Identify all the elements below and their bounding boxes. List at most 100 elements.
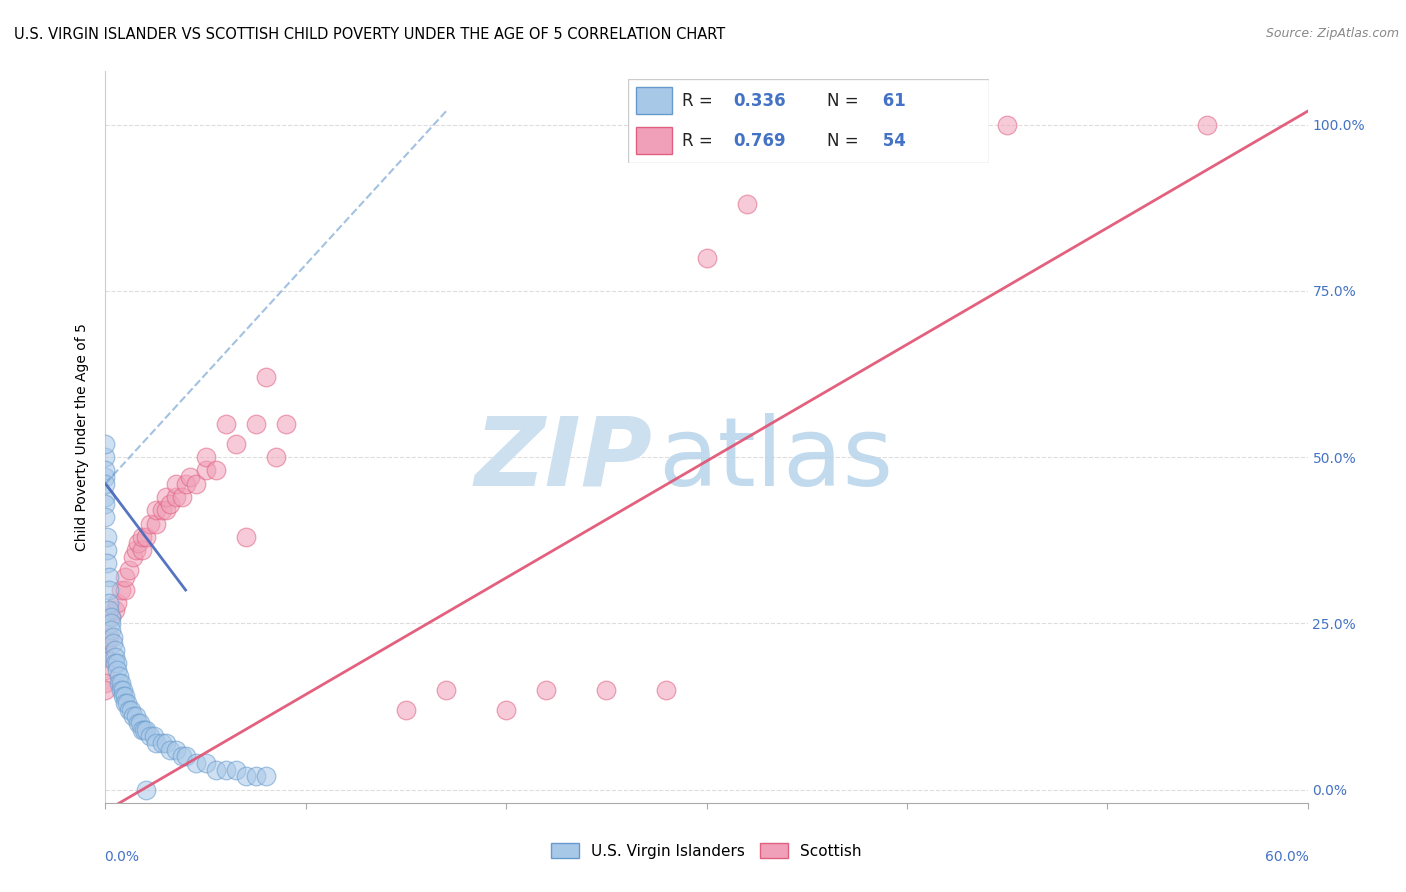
Point — [184, 756, 207, 770]
Point — [395, 703, 418, 717]
Point — [179, 470, 201, 484]
Point — [104, 656, 127, 670]
Point — [94, 450, 117, 464]
Point — [103, 630, 125, 644]
Point — [100, 609, 122, 624]
Point — [142, 729, 165, 743]
Point — [96, 557, 118, 571]
Point — [225, 763, 247, 777]
Point — [124, 709, 146, 723]
Point — [165, 490, 187, 504]
Point — [110, 682, 132, 697]
Point — [94, 682, 117, 697]
Text: 60.0%: 60.0% — [1265, 850, 1309, 864]
Text: atlas: atlas — [658, 412, 894, 506]
Point — [100, 623, 122, 637]
Point — [112, 690, 135, 704]
Point — [170, 490, 193, 504]
Point — [696, 251, 718, 265]
Point — [94, 649, 117, 664]
Point — [98, 603, 121, 617]
Point — [94, 663, 117, 677]
Point — [155, 490, 177, 504]
Point — [131, 530, 153, 544]
Point — [96, 530, 118, 544]
Point — [735, 197, 758, 211]
Point — [235, 769, 257, 783]
Point — [245, 769, 267, 783]
Point — [138, 729, 160, 743]
Point — [96, 543, 118, 558]
Point — [174, 749, 197, 764]
Point — [145, 736, 167, 750]
Point — [94, 497, 117, 511]
Point — [98, 596, 121, 610]
Point — [94, 436, 117, 450]
Point — [107, 596, 129, 610]
Point — [98, 582, 121, 597]
Point — [135, 723, 157, 737]
Point — [114, 696, 136, 710]
Point — [118, 563, 141, 577]
Point — [110, 582, 132, 597]
Point — [274, 417, 297, 431]
Point — [100, 616, 122, 631]
Point — [127, 716, 149, 731]
Point — [131, 723, 153, 737]
Point — [150, 503, 173, 517]
Point — [204, 763, 226, 777]
Point — [194, 463, 217, 477]
Point — [1197, 118, 1219, 132]
Point — [595, 682, 617, 697]
Point — [155, 503, 177, 517]
Point — [128, 716, 150, 731]
Point — [155, 736, 177, 750]
Point — [194, 450, 217, 464]
Point — [135, 782, 157, 797]
Point — [434, 682, 457, 697]
Point — [855, 118, 877, 132]
Point — [796, 118, 818, 132]
Point — [117, 696, 139, 710]
Point — [495, 703, 517, 717]
Point — [110, 676, 132, 690]
Point — [184, 476, 207, 491]
Point — [138, 516, 160, 531]
Point — [534, 682, 557, 697]
Point — [165, 476, 187, 491]
Point — [104, 643, 127, 657]
Point — [100, 609, 122, 624]
Point — [214, 417, 236, 431]
Text: Source: ZipAtlas.com: Source: ZipAtlas.com — [1265, 27, 1399, 40]
Point — [103, 636, 125, 650]
Point — [194, 756, 217, 770]
Point — [94, 490, 117, 504]
Text: U.S. VIRGIN ISLANDER VS SCOTTISH CHILD POVERTY UNDER THE AGE OF 5 CORRELATION CH: U.S. VIRGIN ISLANDER VS SCOTTISH CHILD P… — [14, 27, 725, 42]
Point — [170, 749, 193, 764]
Point — [94, 676, 117, 690]
Point — [159, 742, 181, 756]
Point — [107, 656, 129, 670]
Point — [96, 636, 118, 650]
Legend: U.S. Virgin Islanders, Scottish: U.S. Virgin Islanders, Scottish — [546, 837, 868, 864]
Y-axis label: Child Poverty Under the Age of 5: Child Poverty Under the Age of 5 — [76, 323, 90, 551]
Point — [235, 530, 257, 544]
Point — [114, 690, 136, 704]
Point — [254, 769, 277, 783]
Point — [159, 497, 181, 511]
Point — [104, 603, 127, 617]
Point — [214, 763, 236, 777]
Point — [98, 630, 121, 644]
Point — [94, 476, 117, 491]
Point — [122, 709, 145, 723]
Point — [655, 682, 678, 697]
Point — [104, 649, 127, 664]
Point — [150, 736, 173, 750]
Point — [114, 582, 136, 597]
Point — [132, 723, 155, 737]
Point — [131, 543, 153, 558]
Point — [145, 503, 167, 517]
Point — [94, 463, 117, 477]
Point — [98, 570, 121, 584]
Point — [118, 703, 141, 717]
